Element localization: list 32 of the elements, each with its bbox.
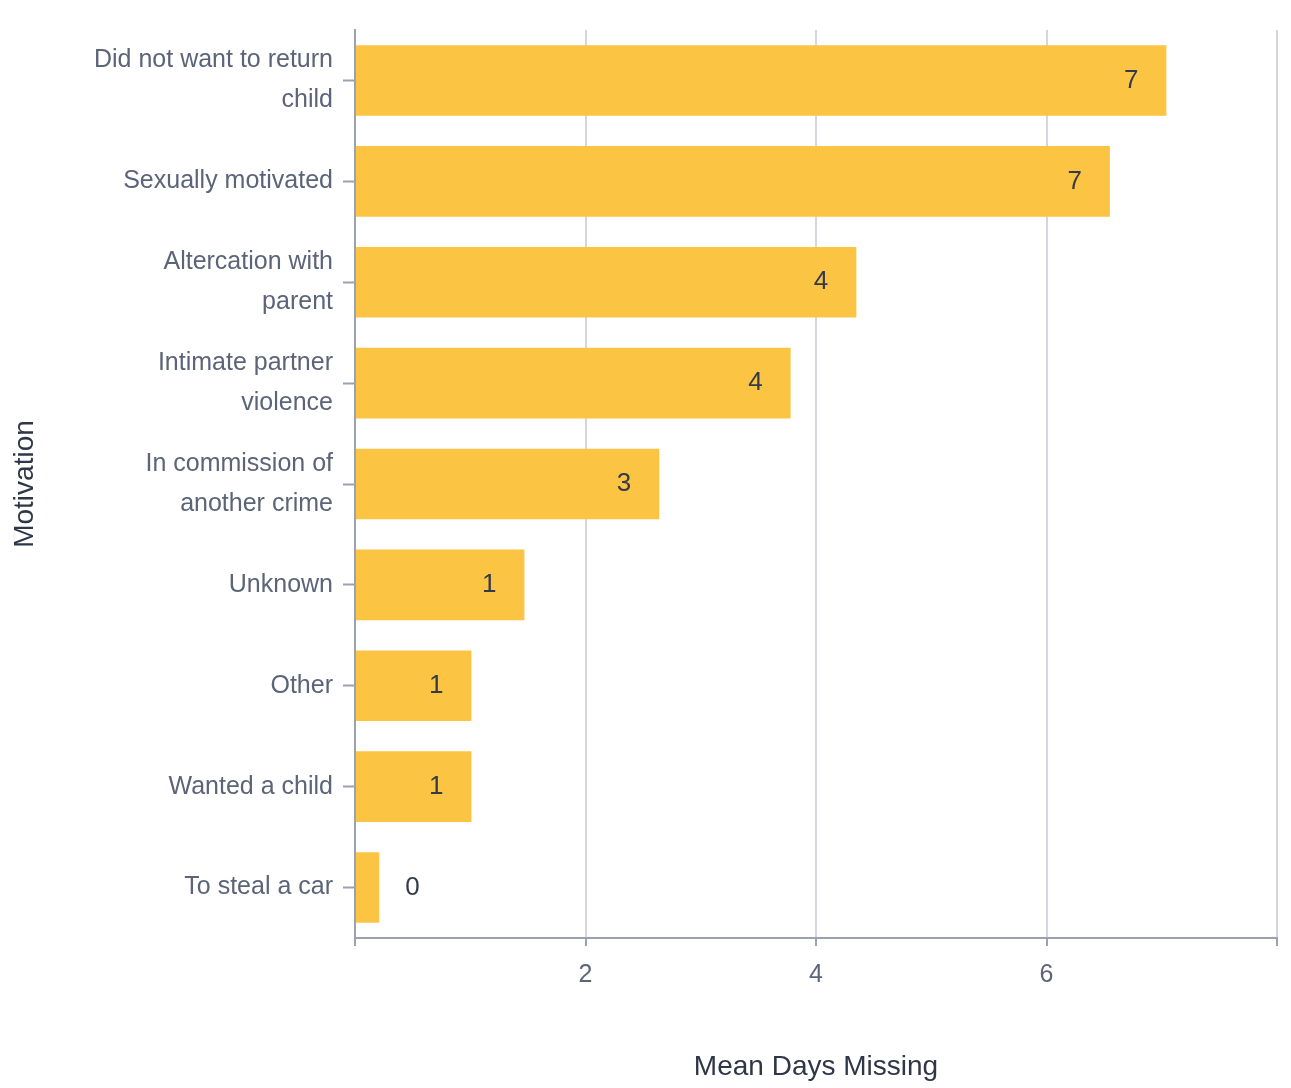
data-label: 0 — [405, 870, 420, 901]
y-tick-label: Did not want to return child — [93, 44, 333, 113]
bar — [356, 448, 660, 520]
data-label: 1 — [481, 568, 497, 599]
bar — [356, 549, 525, 621]
x-axis-title: Mean Days Missing — [693, 1049, 939, 1081]
bar — [356, 650, 472, 722]
bar — [356, 246, 857, 318]
y-tick-label: Altercation with parent — [163, 246, 334, 315]
y-tick-label: To steal a car — [184, 871, 333, 900]
y-tick-label: Intimate partner violence — [157, 347, 333, 415]
data-label: 1 — [428, 769, 444, 800]
x-tick-label: 6 — [1039, 958, 1054, 987]
bar — [356, 852, 380, 923]
bar — [356, 751, 472, 822]
x-tick-label: 2 — [578, 958, 593, 987]
bar — [356, 45, 1167, 116]
y-tick-label: Sexually motivated — [123, 165, 333, 194]
y-tick-label: Wanted a child — [168, 770, 333, 799]
data-label: 7 — [1067, 164, 1082, 195]
y-tick-label: Other — [270, 669, 333, 698]
y-tick-label: Unknown — [228, 568, 333, 597]
bar — [356, 347, 791, 419]
y-axis-title: Motivation — [7, 420, 39, 548]
data-label: 4 — [748, 366, 763, 397]
data-label: 3 — [616, 467, 632, 498]
data-label: 1 — [428, 668, 444, 699]
bar — [356, 146, 1110, 217]
data-label: 4 — [813, 265, 829, 296]
x-tick-label: 4 — [809, 958, 824, 987]
y-tick-label: In commission of another crime — [145, 447, 334, 516]
data-label: 7 — [1123, 63, 1139, 94]
